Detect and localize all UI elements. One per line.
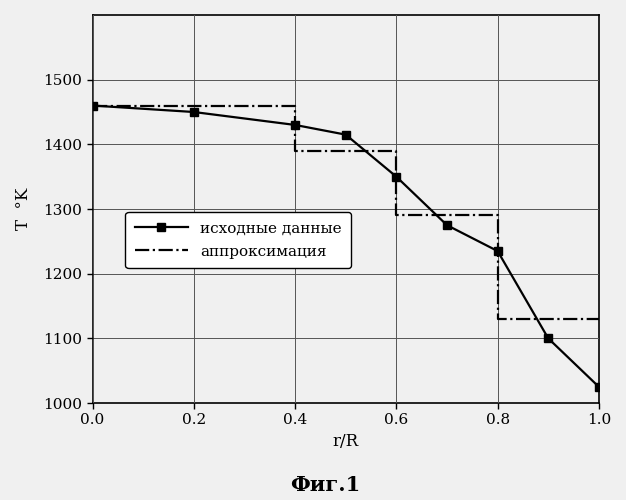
Y-axis label: T  °K: T °K [15,188,32,230]
исходные данные [393,174,400,180]
Line: аппроксимация: аппроксимация [93,106,599,319]
исходные данные [342,132,349,138]
Text: Фиг.1: Фиг.1 [290,475,361,495]
аппроксимация [393,212,400,218]
аппроксимация [595,316,603,322]
Legend: исходные данные, аппроксимация: исходные данные, аппроксимация [125,212,351,268]
аппроксимация [494,212,501,218]
аппроксимация [393,148,400,154]
X-axis label: r/R: r/R [332,433,359,450]
Line: исходные данные: исходные данные [88,102,603,391]
аппроксимация [291,102,299,108]
исходные данные [291,122,299,128]
аппроксимация [494,316,501,322]
исходные данные [545,336,552,342]
аппроксимация [89,102,96,108]
исходные данные [443,222,451,228]
аппроксимация [291,148,299,154]
исходные данные [89,102,96,108]
исходные данные [595,384,603,390]
исходные данные [494,248,501,254]
исходные данные [190,109,198,115]
